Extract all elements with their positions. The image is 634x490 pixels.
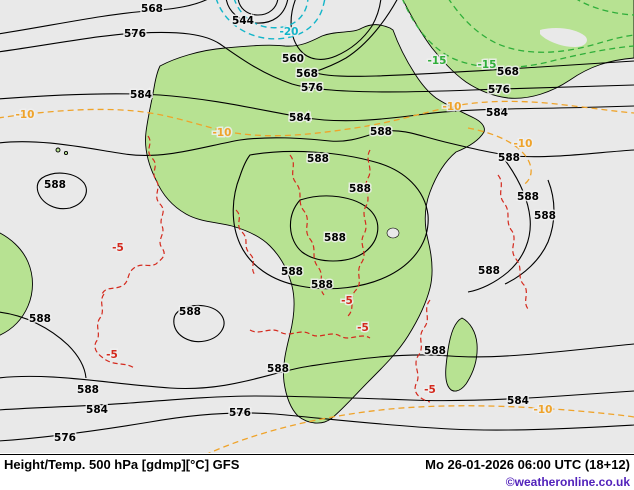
contour-label: 588	[179, 306, 201, 318]
temp-contours-orange	[0, 100, 634, 453]
height-contours	[0, 0, 634, 442]
contour-label: 576	[54, 432, 76, 444]
contour-labels: 568 576 544 560 568 576 584 584 568 576 584 588 588 5…	[14, 2, 557, 446]
temp-line-minus10-north	[0, 100, 634, 137]
height-contour-588-central-loop	[232, 150, 429, 290]
contour-label: 544	[232, 15, 254, 27]
contour-label: 588	[478, 265, 500, 277]
temp-contours-green	[402, 0, 634, 69]
footer-bar: Height/Temp. 500 hPa [gdmp][°C] GFS Mo 2…	[0, 454, 634, 490]
contour-label: 588	[29, 313, 51, 325]
temp-line-minus10-south	[207, 405, 634, 453]
height-contour-568-nw	[0, 0, 208, 35]
temp-contours-cyan	[215, 0, 326, 40]
contour-label: 588	[307, 153, 329, 165]
map-datetime: Mo 26-01-2026 06:00 UTC (18+12)	[425, 457, 630, 472]
height-contour-560	[290, 0, 382, 60]
contour-label: -10	[534, 404, 553, 416]
contour-label: -5	[424, 384, 436, 396]
contour-label: 588	[311, 279, 333, 291]
height-contour-576-sweep	[0, 31, 634, 93]
contour-label: -10	[213, 127, 232, 139]
contour-label: 584	[86, 404, 108, 416]
contour-label: 584	[486, 107, 508, 119]
temp-line-minus10-east	[467, 127, 532, 187]
height-contour-576-south	[0, 412, 634, 442]
height-contour-588-south	[0, 343, 634, 390]
contour-label: 568	[141, 3, 163, 15]
temp-line-minus5-guinea	[235, 209, 257, 277]
contour-label: 588	[324, 232, 346, 244]
height-contour-588-sw-branch	[0, 311, 87, 379]
height-contour-568-east	[312, 0, 634, 77]
contour-label: 576	[229, 407, 251, 419]
contour-label: -5	[112, 242, 124, 254]
contour-label: 568	[296, 68, 318, 80]
height-contour-584	[0, 93, 634, 122]
contour-label: 588	[349, 183, 371, 195]
contour-label: 568	[497, 66, 519, 78]
height-contour-588-south-cell	[173, 304, 225, 343]
contour-label: -20	[280, 26, 299, 38]
temp-line-minus15-corner	[577, 0, 634, 16]
temp-line-minus5-central-b	[347, 149, 371, 317]
contour-label: -15	[428, 55, 447, 67]
persian-gulf	[540, 28, 587, 47]
contour-label: -5	[106, 349, 118, 361]
height-contour-588-north	[0, 130, 634, 158]
temp-line-minus20-inner	[233, 0, 309, 29]
temp-line-minus5-indian	[497, 174, 529, 310]
contour-label: 588	[370, 126, 392, 138]
contour-label: 576	[124, 28, 146, 40]
contour-label: 588	[77, 384, 99, 396]
height-contour-588-inner-loop	[289, 195, 379, 262]
height-contour-588-east-arc2	[504, 179, 555, 285]
map-title: Height/Temp. 500 hPa [gdmp][°C] GFS	[4, 457, 240, 472]
temp-line-minus20-outer	[215, 0, 326, 40]
temp-line-minus5-southern	[414, 299, 431, 403]
contour-label: 576	[301, 82, 323, 94]
contour-label: -10	[16, 109, 35, 121]
contour-label: -5	[357, 322, 369, 334]
contour-label: 584	[130, 89, 152, 101]
temp-line-minus5-westcoast	[101, 135, 165, 295]
contour-label: 588	[498, 152, 520, 164]
lake-victoria	[386, 227, 400, 239]
contour-label: -15	[478, 59, 497, 71]
landmasses	[0, 0, 634, 424]
temp-line-minus5-atlantic	[94, 293, 135, 369]
contour-label: 576	[488, 84, 510, 96]
africa-landmass	[145, 24, 485, 424]
temp-line-minus5-central-a	[289, 154, 325, 296]
weather-map: 568 576 544 560 568 576 584 584 568 576 584 588 588 5…	[0, 0, 634, 453]
contour-label: 588	[534, 210, 556, 222]
arabia-asia-landmass	[402, 0, 634, 99]
contour-label: 584	[507, 395, 529, 407]
temp-line-minus15-a	[402, 0, 634, 69]
contour-label: 588	[267, 363, 289, 375]
height-contour-544-low	[237, 0, 279, 16]
height-contour-588-east-arc1	[467, 159, 531, 293]
contour-label: -10	[443, 101, 462, 113]
contour-label: 588	[517, 191, 539, 203]
contour-label: 560	[282, 53, 304, 65]
temp-contours-red	[94, 135, 529, 403]
south-america-landmass	[0, 232, 33, 336]
contour-label: -5	[341, 295, 353, 307]
contour-label: 588	[44, 179, 66, 191]
island	[55, 147, 61, 153]
contour-label: 584	[289, 112, 311, 124]
height-contour-588-atlantic-cell	[36, 172, 87, 210]
contour-label: 588	[424, 345, 446, 357]
temp-line-minus15-b	[448, 0, 634, 53]
island	[47, 183, 53, 189]
contour-label: 588	[281, 266, 303, 278]
copyright-link[interactable]: ©weatheronline.co.uk	[505, 475, 630, 489]
height-contour-584-south	[0, 390, 634, 411]
madagascar-landmass	[445, 317, 478, 392]
contour-label: -10	[514, 138, 533, 150]
island	[63, 150, 69, 156]
